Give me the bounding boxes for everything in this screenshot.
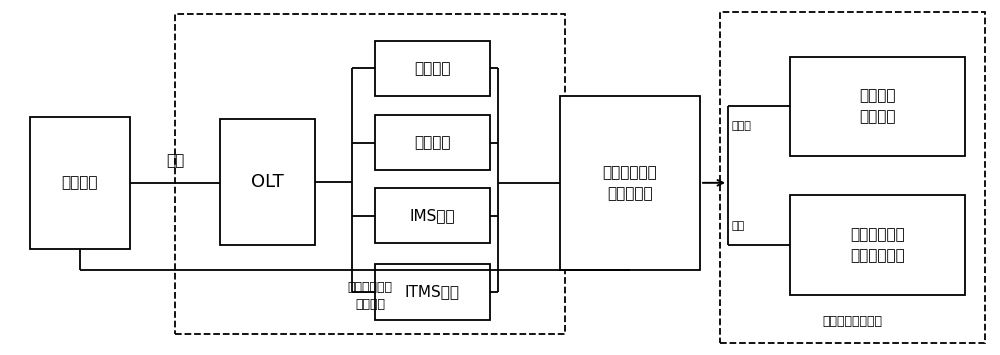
- Text: 厂家送修检测方式: 厂家送修检测方式: [822, 315, 883, 328]
- Bar: [790, 57, 965, 156]
- Text: 宽带系统: 宽带系统: [414, 135, 451, 151]
- Text: 基于现网环境
检测方式: 基于现网环境 检测方式: [348, 280, 392, 311]
- Text: IMS平台: IMS平台: [410, 208, 455, 223]
- Text: OLT: OLT: [251, 173, 284, 191]
- Bar: [720, 12, 985, 343]
- Text: 寄送网关
厂家返修: 寄送网关 厂家返修: [859, 88, 896, 125]
- Text: 其他系统: 其他系统: [414, 61, 451, 76]
- Bar: [560, 96, 700, 270]
- Text: 回收网关: 回收网关: [62, 175, 98, 190]
- Bar: [175, 14, 565, 334]
- Text: 过保: 过保: [732, 221, 745, 231]
- Bar: [30, 117, 130, 248]
- Bar: [375, 264, 490, 320]
- Text: 光纤: 光纤: [166, 154, 184, 169]
- Bar: [375, 115, 490, 170]
- Bar: [375, 188, 490, 243]
- Text: 寄送网关维修
服务厂商返修: 寄送网关维修 服务厂商返修: [850, 227, 905, 263]
- Text: 检测处理后的
不可用网关: 检测处理后的 不可用网关: [603, 165, 657, 201]
- Text: 未过保: 未过保: [732, 121, 752, 131]
- Bar: [220, 119, 315, 245]
- Bar: [375, 41, 490, 96]
- Bar: [790, 195, 965, 295]
- Text: ITMS平台: ITMS平台: [405, 284, 460, 300]
